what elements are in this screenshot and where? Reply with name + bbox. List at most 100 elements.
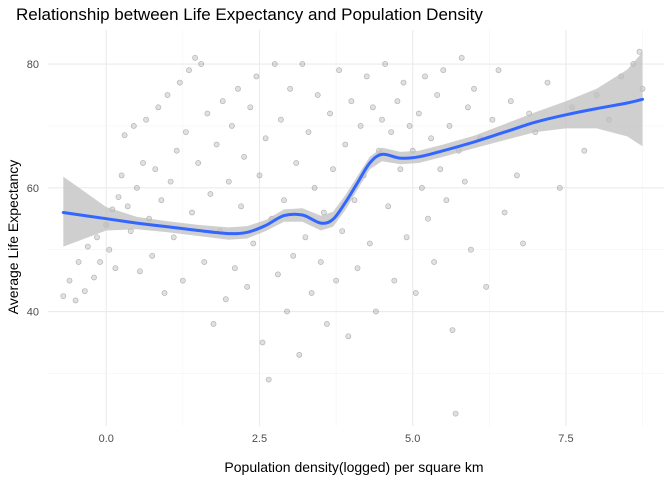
data-point xyxy=(112,265,119,272)
data-point xyxy=(314,92,321,98)
data-point xyxy=(483,283,490,290)
data-point xyxy=(397,166,404,173)
data-point xyxy=(259,339,266,346)
x-axis-title: Population density(logged) per square km xyxy=(224,459,483,475)
data-point xyxy=(388,129,395,135)
data-point xyxy=(333,277,339,284)
data-point xyxy=(342,141,349,148)
data-point xyxy=(366,240,373,247)
data-point xyxy=(385,203,392,210)
data-point xyxy=(345,333,352,340)
data-point xyxy=(207,191,214,197)
data-point xyxy=(274,271,281,278)
data-point xyxy=(330,166,336,173)
y-tick-label: 80 xyxy=(27,59,39,71)
data-point xyxy=(222,296,229,303)
data-point xyxy=(161,290,168,296)
data-point xyxy=(507,98,514,105)
data-point xyxy=(403,234,410,241)
data-point xyxy=(164,92,171,98)
chart-title: Relationship between Life Expectancy and… xyxy=(16,5,483,24)
data-point xyxy=(372,308,379,315)
data-point xyxy=(130,123,137,129)
data-point xyxy=(495,67,502,74)
data-point xyxy=(348,98,355,105)
data-point xyxy=(428,135,434,142)
x-tick-labels: 0.0 2.5 5.0 7.5 xyxy=(99,433,574,445)
data-point xyxy=(308,290,315,296)
data-point xyxy=(238,203,244,210)
data-point xyxy=(210,320,217,327)
data-point xyxy=(155,104,162,111)
data-point xyxy=(296,351,303,358)
data-point xyxy=(520,240,526,247)
data-point xyxy=(422,73,428,80)
data-point xyxy=(425,215,431,222)
data-point xyxy=(143,116,149,123)
data-point xyxy=(415,110,422,117)
x-tick-label: 5.0 xyxy=(405,433,420,445)
data-point xyxy=(311,184,318,191)
y-tick-label: 60 xyxy=(27,183,39,195)
data-point xyxy=(228,123,235,129)
data-point xyxy=(84,243,91,250)
data-point xyxy=(192,54,198,61)
data-point xyxy=(118,172,125,179)
data-point xyxy=(152,166,159,173)
data-point xyxy=(247,104,254,111)
data-point xyxy=(149,252,156,259)
data-point xyxy=(400,79,407,86)
data-point xyxy=(66,277,73,284)
data-point xyxy=(339,228,346,234)
data-point xyxy=(354,265,361,272)
data-point xyxy=(434,92,441,98)
data-point xyxy=(253,73,260,80)
data-point xyxy=(235,85,241,92)
data-point xyxy=(489,116,496,123)
data-point xyxy=(556,184,563,191)
data-point xyxy=(323,320,330,327)
data-point xyxy=(204,110,211,117)
data-point xyxy=(231,265,238,272)
x-tick-label: 7.5 xyxy=(558,433,573,445)
data-point xyxy=(379,116,385,123)
data-point xyxy=(244,283,251,290)
y-tick-label: 40 xyxy=(27,307,39,319)
data-point xyxy=(198,61,205,67)
data-point xyxy=(412,290,419,296)
data-point xyxy=(544,79,551,86)
data-point xyxy=(170,234,177,241)
data-point xyxy=(452,410,459,417)
data-point xyxy=(440,67,447,74)
data-point xyxy=(305,129,312,135)
data-point xyxy=(219,98,226,105)
data-point xyxy=(514,172,520,179)
y-tick-labels: 40 60 80 xyxy=(27,59,39,319)
data-point xyxy=(256,172,263,179)
data-point xyxy=(115,194,122,200)
data-point xyxy=(290,252,297,259)
data-point xyxy=(72,297,79,304)
data-point xyxy=(106,246,113,253)
data-point xyxy=(277,116,284,123)
data-point xyxy=(241,153,247,160)
data-point xyxy=(75,259,82,265)
data-point xyxy=(262,135,269,142)
data-point xyxy=(391,277,398,284)
data-point xyxy=(581,147,588,154)
data-point xyxy=(287,85,293,92)
data-point xyxy=(382,61,388,67)
data-point xyxy=(406,123,413,129)
data-point xyxy=(140,160,146,166)
data-point xyxy=(299,61,306,67)
data-point xyxy=(195,160,202,166)
y-axis-title: Average Life Expectancy xyxy=(5,160,21,315)
data-point xyxy=(182,129,189,135)
data-point xyxy=(443,197,450,204)
data-point xyxy=(176,79,183,86)
data-point xyxy=(281,197,287,204)
data-point xyxy=(213,141,220,148)
data-point xyxy=(179,277,186,284)
data-point xyxy=(302,234,309,241)
data-point xyxy=(97,259,103,265)
